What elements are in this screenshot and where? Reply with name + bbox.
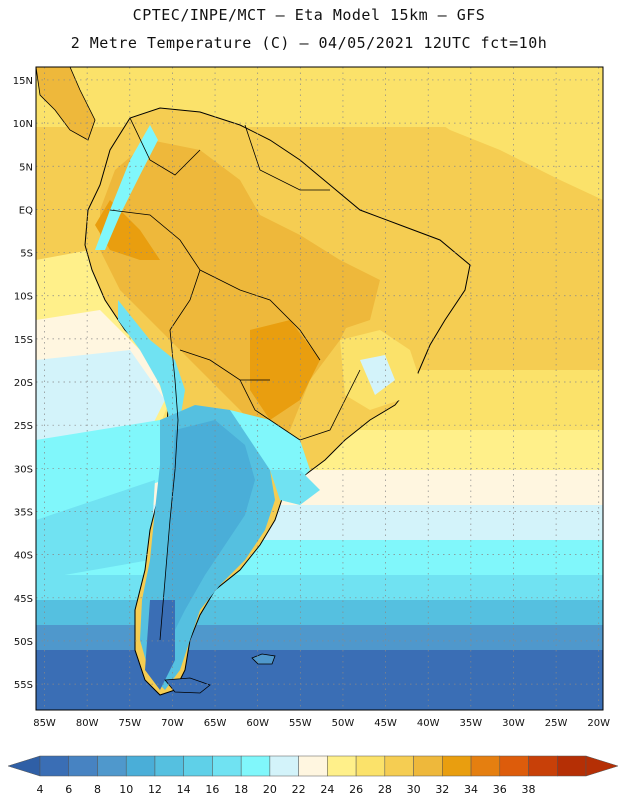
colorbar-swatch bbox=[154, 755, 184, 777]
colorbar-label: 26 bbox=[349, 783, 363, 796]
colorbar-left-arrow bbox=[7, 755, 41, 777]
colorbar-swatch bbox=[212, 755, 242, 777]
colorbar-swatch bbox=[384, 755, 414, 777]
lon-label: 45W bbox=[374, 718, 397, 729]
colorbar-label: 4 bbox=[37, 783, 44, 796]
lat-label: 45S bbox=[14, 594, 33, 605]
lat-label: 55S bbox=[14, 680, 33, 691]
map-fields bbox=[36, 67, 603, 710]
brazil-interior-30c bbox=[340, 260, 380, 330]
lat-label: 5N bbox=[19, 162, 33, 173]
colorbar-swatch bbox=[97, 755, 127, 777]
colorbar-swatch bbox=[528, 755, 558, 777]
andes-central-16c bbox=[118, 300, 185, 420]
colorbar-label: 38 bbox=[522, 783, 536, 796]
brazil-highlands-20c bbox=[360, 355, 395, 395]
lon-label: 65W bbox=[204, 718, 227, 729]
colorbar-label: 28 bbox=[378, 783, 392, 796]
central-america bbox=[36, 67, 96, 141]
colorbar-label: 20 bbox=[263, 783, 277, 796]
colorbar-label: 14 bbox=[177, 783, 191, 796]
colorbar bbox=[7, 755, 618, 777]
tierra-del-fuego bbox=[164, 677, 211, 694]
lon-label: 60W bbox=[246, 718, 269, 729]
colorbar-right-arrow bbox=[585, 755, 618, 777]
colorbar-swatch bbox=[499, 755, 529, 777]
argentina-10c bbox=[160, 420, 255, 640]
longitude-labels: 85W 80W 75W 70W 65W 60W 55W 50W 45W 40W 35W 30W 25W 2… bbox=[33, 718, 610, 729]
lat-label: 50S bbox=[14, 637, 33, 648]
lon-label: 70W bbox=[161, 718, 184, 729]
colorbar-label: 22 bbox=[292, 783, 306, 796]
colorbar-label: 36 bbox=[493, 783, 507, 796]
lat-label: 35S bbox=[14, 507, 33, 518]
colorbar-swatch bbox=[413, 755, 443, 777]
map-title-line-1: CPTEC/INPE/MCT – Eta Model 15km – GFS bbox=[132, 6, 486, 24]
lon-label: 40W bbox=[417, 718, 440, 729]
colorbar-swatch bbox=[125, 755, 156, 777]
graticule bbox=[36, 67, 603, 710]
lon-label: 80W bbox=[76, 718, 99, 729]
colorbar-label: 6 bbox=[65, 783, 72, 796]
lon-label: 55W bbox=[289, 718, 312, 729]
pacific-16c bbox=[36, 480, 155, 580]
colorbar-swatch bbox=[240, 755, 271, 777]
lat-label: 20S bbox=[14, 378, 33, 389]
lon-label: 50W bbox=[332, 718, 355, 729]
latitude-labels: 15N 10N 5N EQ 5S 10S 15S 20S 25S 30S 35S 40S 45S 50S 5… bbox=[13, 76, 33, 691]
colorbar-label: 16 bbox=[205, 783, 219, 796]
colorbar-label: 10 bbox=[119, 783, 133, 796]
colorbar-label: 12 bbox=[148, 783, 162, 796]
colorbar-swatch bbox=[183, 755, 213, 777]
ocean-band-12c bbox=[36, 600, 603, 625]
colorbar-label: 32 bbox=[435, 783, 449, 796]
pacific-20c bbox=[36, 350, 165, 440]
colorbar-labels: 4 6 8 10 12 14 16 18 20 22 24 26 28 30 32 34 36 38 bbox=[37, 783, 536, 796]
country-borders bbox=[109, 117, 361, 641]
lat-label: 15S bbox=[14, 335, 33, 346]
lat-label: 10N bbox=[13, 119, 33, 130]
colorbar-label: 34 bbox=[464, 783, 478, 796]
lat-label: 30S bbox=[14, 464, 33, 475]
colorbar-swatch bbox=[470, 755, 501, 777]
map-frame bbox=[35, 66, 604, 711]
lon-label: 25W bbox=[545, 718, 568, 729]
colorbar-swatch bbox=[355, 755, 386, 777]
colorbar-label: 24 bbox=[320, 783, 334, 796]
rio-plata-16c bbox=[270, 470, 320, 505]
lat-label: 40S bbox=[14, 551, 33, 562]
ocean-band-4c bbox=[36, 650, 603, 710]
pacific-18c bbox=[36, 420, 165, 520]
colorbar-swatch bbox=[442, 755, 472, 777]
lon-label: 20W bbox=[587, 718, 610, 729]
andes-north-18c bbox=[95, 125, 158, 250]
lon-label: 30W bbox=[502, 718, 525, 729]
patagonia-6c bbox=[145, 600, 175, 690]
lon-label: 85W bbox=[33, 718, 56, 729]
lon-label: 35W bbox=[460, 718, 483, 729]
lon-label: 75W bbox=[118, 718, 141, 729]
colorbar-swatch bbox=[327, 755, 357, 777]
ocean-warm-north-east bbox=[420, 67, 603, 200]
colorbar-label: 8 bbox=[94, 783, 101, 796]
colorbar-swatch bbox=[298, 755, 328, 777]
ocean-band-8c bbox=[36, 625, 603, 650]
lat-label: 5S bbox=[20, 249, 33, 260]
colorbar-swatch bbox=[39, 755, 69, 777]
lat-label: 15N bbox=[13, 76, 33, 87]
map-title-line-2: 2 Metre Temperature (C) – 04/05/2021 12U… bbox=[70, 34, 548, 52]
pantanal-32c bbox=[250, 320, 320, 420]
colorbar-label: 18 bbox=[234, 783, 248, 796]
lat-label: 10S bbox=[14, 292, 33, 303]
colorbar-swatch bbox=[557, 755, 587, 777]
lat-label: 25S bbox=[14, 421, 33, 432]
ocean-band-16c bbox=[36, 575, 603, 600]
colorbar-swatch bbox=[269, 755, 299, 777]
lat-label: EQ bbox=[19, 205, 33, 216]
colorbar-label: 30 bbox=[407, 783, 421, 796]
colorbar-swatch bbox=[68, 755, 98, 777]
